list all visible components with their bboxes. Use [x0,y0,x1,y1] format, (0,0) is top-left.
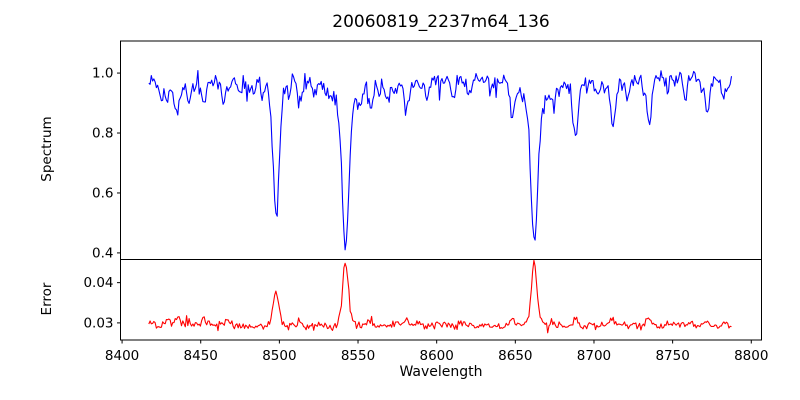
x-tick-label: 8400 [105,348,139,364]
x-tick-label: 8650 [498,348,532,364]
x-tick-label: 8450 [184,348,218,364]
y-tick-label: 0.04 [83,275,113,291]
error-line [148,259,732,334]
x-tick-label: 8550 [341,348,375,364]
x-tick-label: 8700 [577,348,611,364]
y-tick-label: 1.0 [92,66,113,82]
error-panel-border [120,259,762,341]
x-tick-label: 8600 [419,348,453,364]
x-tick-label: 8800 [734,348,768,364]
x-tick-label: 8500 [262,348,296,364]
y-tick-label: 0.6 [92,185,113,201]
x-axis-label: Wavelength [399,364,483,380]
y-tick-label: 0.8 [92,126,113,142]
spectrum-line [148,70,733,251]
y-tick-label: 0.4 [92,245,113,261]
chart-title: 20060819_2237m64_136 [332,12,550,32]
y-tick-label: 0.03 [83,315,113,331]
spectrum-panel-border [120,40,762,260]
x-tick-label: 8750 [655,348,689,364]
